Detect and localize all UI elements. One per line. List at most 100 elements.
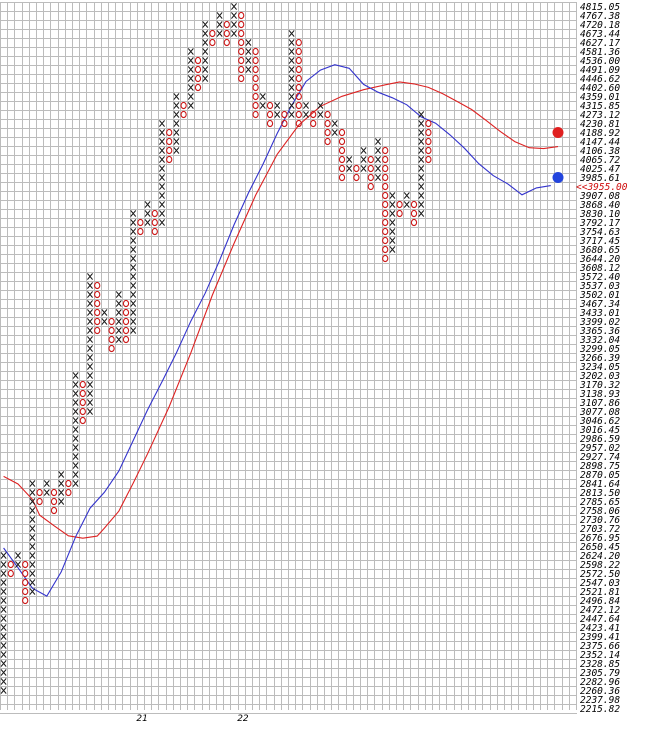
price-tick-label: 2841.64 <box>580 479 620 490</box>
x-column <box>259 93 266 109</box>
x-column <box>202 21 209 82</box>
o-mark <box>295 74 302 83</box>
x-mark <box>187 75 194 82</box>
o-mark <box>238 20 245 29</box>
price-tick-label: 3907.08 <box>579 191 620 202</box>
x-mark <box>72 408 79 415</box>
x-column <box>317 102 324 118</box>
x-mark <box>158 165 166 172</box>
trend-lines <box>3 64 559 597</box>
x-mark <box>0 606 7 613</box>
o-column <box>338 128 346 182</box>
o-mark <box>223 29 230 38</box>
x-mark <box>43 480 50 487</box>
x-mark <box>130 327 137 334</box>
price-tick-label: 4720.18 <box>580 20 620 31</box>
x-mark <box>302 102 310 109</box>
price-tick-label: 3644.20 <box>579 254 620 265</box>
o-column <box>382 146 389 263</box>
price-tick-label: 2703.72 <box>580 524 620 535</box>
current-price-label: <<3955.00 <box>576 182 628 193</box>
o-mark <box>410 200 418 209</box>
x-column <box>245 39 252 73</box>
x-mark <box>144 210 151 217</box>
chart-grid <box>0 2 577 714</box>
o-mark <box>22 587 29 596</box>
x-mark <box>158 192 166 199</box>
x-column <box>14 552 22 568</box>
x-mark <box>418 192 425 199</box>
trend-line-red <box>3 81 559 539</box>
o-mark <box>281 119 288 128</box>
o-mark <box>252 92 259 101</box>
o-mark <box>382 164 389 173</box>
x-column <box>101 309 108 325</box>
o-mark <box>238 56 245 65</box>
o-mark <box>36 497 43 506</box>
o-mark <box>367 164 374 173</box>
price-tick-label: 2521.81 <box>580 587 620 598</box>
x-mark <box>0 642 7 649</box>
price-tick-label: 2927.74 <box>580 452 620 463</box>
price-tick-label: 2447.64 <box>580 614 620 625</box>
x-mark <box>259 93 266 100</box>
x-column <box>216 12 223 37</box>
x-mark <box>418 111 425 118</box>
price-tick-label: 4627.17 <box>580 38 620 49</box>
x-mark <box>29 579 36 586</box>
o-mark <box>338 173 346 182</box>
x-mark <box>202 48 209 55</box>
o-mark <box>382 200 389 209</box>
x-mark <box>0 570 7 577</box>
o-column <box>79 380 86 425</box>
x-mark <box>29 534 36 541</box>
o-mark <box>22 569 29 578</box>
o-column <box>50 488 58 515</box>
o-mark <box>382 227 389 236</box>
x-mark <box>202 21 209 28</box>
x-column <box>331 120 338 136</box>
price-tick-label: 2215.82 <box>580 704 620 715</box>
x-mark <box>130 228 137 235</box>
o-column <box>180 101 187 119</box>
x-mark <box>29 480 36 487</box>
o-column <box>310 110 317 128</box>
x-mark <box>288 39 295 46</box>
price-tick-label: 4230.81 <box>580 119 620 130</box>
x-mark <box>158 219 166 226</box>
x-mark <box>43 489 50 496</box>
o-mark <box>338 164 346 173</box>
x-mark <box>288 102 295 109</box>
o-mark <box>338 128 346 137</box>
o-mark <box>166 146 173 155</box>
x-mark <box>101 309 108 316</box>
x-mark <box>130 210 137 217</box>
price-tick-label: 3985.61 <box>579 173 620 184</box>
price-tick-label: 2598.22 <box>580 560 620 571</box>
x-mark <box>130 246 137 253</box>
price-tick-label: 2237.98 <box>580 695 620 706</box>
price-tick-label: 4446.62 <box>580 74 620 85</box>
price-tick-label: 2785.65 <box>580 497 620 508</box>
o-mark <box>425 137 432 146</box>
o-mark <box>166 155 173 164</box>
x-mark <box>158 174 166 181</box>
x-column <box>0 552 7 694</box>
price-tick-label: 3502.01 <box>579 290 620 301</box>
o-mark <box>425 146 432 155</box>
x-mark <box>418 165 425 172</box>
price-tick-label: 3680.65 <box>579 245 620 256</box>
x-mark <box>158 138 166 145</box>
x-column <box>58 471 65 505</box>
price-tick-label: 3365.36 <box>579 326 620 337</box>
x-mark <box>72 426 79 433</box>
o-mark <box>151 227 158 236</box>
x-mark <box>288 93 295 100</box>
x-mark <box>130 318 137 325</box>
o-mark <box>425 119 432 128</box>
o-mark <box>295 38 302 47</box>
x-mark <box>72 381 79 388</box>
x-mark <box>389 228 396 235</box>
x-mark <box>72 462 79 469</box>
price-tick-label: 4402.60 <box>580 83 620 94</box>
